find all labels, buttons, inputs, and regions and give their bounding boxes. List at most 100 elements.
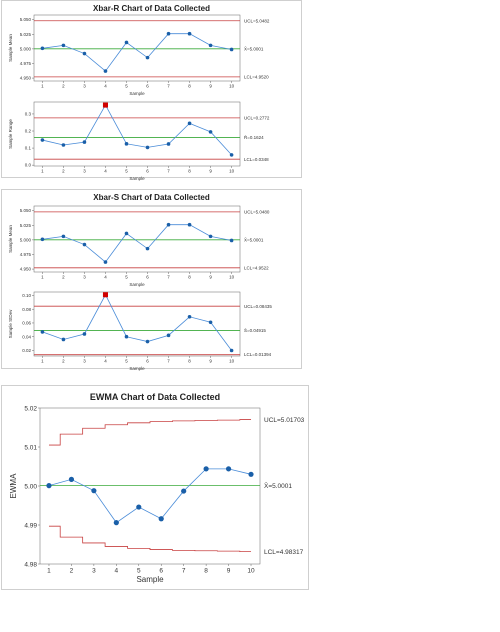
- x-tick-label: 8: [188, 275, 191, 280]
- ucl-label: UCL=5.0482: [244, 18, 270, 23]
- x-tick-label: 2: [62, 275, 65, 280]
- data-point: [61, 143, 66, 147]
- data-point: [103, 260, 108, 264]
- y-tick-label: 0.08: [22, 307, 31, 312]
- data-point: [124, 334, 129, 339]
- x-tick-label: 10: [229, 169, 235, 174]
- x-tick-label: 7: [167, 275, 170, 280]
- ucl-label: UCL=0.2772: [244, 115, 270, 120]
- plot-area-frame: [33, 205, 241, 273]
- x-tick-label: 2: [62, 359, 65, 364]
- xbar-r-chart-svg: 5.050 5.025 5.000 4.975 4.950 1 2 3 4 5 6 7 8 9 10 Samp…: [8, 14, 270, 181]
- data-point: [145, 339, 150, 344]
- data-point: [82, 51, 87, 56]
- ewma-chart-title: EWMA Chart of Data Collected: [89, 392, 221, 402]
- data-point: [136, 504, 142, 510]
- x-tick-label: 6: [146, 359, 149, 364]
- data-point: [229, 47, 234, 52]
- center-label: X̄=5.0001: [244, 46, 264, 52]
- lcl-label: LCL=0.0348: [244, 157, 269, 162]
- lcl-label: LCL=4.9520: [244, 74, 269, 79]
- x-axis-label: Sample: [136, 575, 164, 584]
- data-point: [124, 142, 129, 146]
- x-tick-label: 6: [146, 169, 149, 174]
- lcl-label: LCL=4.98317: [264, 549, 304, 556]
- y-tick-label: 4.98: [24, 561, 37, 568]
- chart-xr-mean: 5.050 5.025 5.000 4.975 4.950 1 2 3 4 5 6 7 8 9 10 Samp…: [8, 14, 270, 96]
- y-tick-label: 0.1: [25, 146, 32, 151]
- y-tick-label: 5.01: [24, 444, 37, 451]
- x-tick-label: 4: [104, 275, 107, 280]
- y-tick-label: 0.0: [25, 163, 32, 168]
- plot-area-frame: [33, 14, 241, 82]
- data-series-line: [42, 224, 232, 263]
- y-tick-label: 5.02: [24, 405, 37, 412]
- x-axis-label: Sample: [129, 91, 145, 96]
- x-tick-label: 5: [125, 275, 128, 280]
- y-tick-label: 0.02: [22, 348, 31, 353]
- x-tick-label: 8: [188, 359, 191, 364]
- x-tick-label: 1: [47, 568, 51, 575]
- data-point: [145, 145, 150, 150]
- plot-area-frame: [33, 101, 241, 167]
- y-tick-label: 5.050: [20, 208, 32, 213]
- data-point: [91, 488, 97, 494]
- data-point: [103, 69, 108, 73]
- data-point: [145, 55, 150, 60]
- x-tick-label: 8: [188, 169, 191, 174]
- data-point: [187, 31, 192, 36]
- ucl-label: UCL=5.0480: [244, 209, 270, 214]
- x-tick-label: 3: [83, 275, 86, 280]
- data-point: [40, 237, 45, 242]
- data-point: [82, 140, 87, 144]
- data-point: [61, 337, 66, 342]
- ucl-label: UCL=5.01703: [264, 417, 305, 424]
- center-label: S̄=0.04915: [244, 327, 266, 333]
- data-point: [229, 153, 234, 157]
- x-tick-label: 2: [62, 84, 65, 89]
- out-of-control-point: [102, 292, 108, 298]
- y-tick-label: 5.000: [20, 46, 32, 51]
- y-tick-label: 5.050: [20, 17, 32, 22]
- x-tick-label: 2: [70, 568, 74, 575]
- plot-area-frame: [33, 291, 241, 357]
- ucl-line: [48, 419, 252, 446]
- data-point: [208, 320, 213, 325]
- x-tick-label: 7: [182, 568, 186, 575]
- data-point: [145, 246, 150, 251]
- x-tick-label: 6: [146, 84, 149, 89]
- x-tick-label: 7: [167, 84, 170, 89]
- y-tick-label: 4.99: [24, 522, 37, 529]
- x-tick-label: 6: [159, 568, 163, 575]
- data-point: [113, 520, 119, 526]
- x-tick-label: 8: [204, 568, 208, 575]
- lcl-label: LCL=0.01394: [244, 352, 272, 357]
- data-point: [82, 242, 87, 247]
- x-tick-label: 10: [247, 568, 255, 575]
- y-axis-label: Sample Mean: [8, 225, 13, 253]
- x-tick-label: 5: [125, 169, 128, 174]
- data-point: [124, 231, 129, 236]
- data-point: [229, 348, 234, 353]
- x-tick-label: 4: [104, 359, 107, 364]
- data-point: [82, 332, 87, 336]
- data-point: [40, 46, 45, 51]
- data-point: [40, 138, 45, 142]
- data-point: [166, 142, 171, 146]
- data-point: [40, 330, 45, 334]
- data-series-line: [48, 468, 252, 524]
- x-tick-label: 5: [137, 568, 141, 575]
- xbar-s-chart-panel: Xbar-S Chart of Data Collected 5.050 5.02…: [1, 189, 302, 371]
- data-point: [229, 238, 234, 243]
- data-point: [187, 121, 192, 126]
- x-tick-label: 3: [83, 84, 86, 89]
- xbar-r-chart-title: Xbar-R Chart of Data Collected: [93, 4, 210, 13]
- x-tick-label: 5: [125, 84, 128, 89]
- data-point: [124, 40, 129, 45]
- center-label: R̄=0.1624: [244, 134, 264, 140]
- x-tick-label: 4: [115, 568, 119, 575]
- data-point: [208, 43, 213, 48]
- data-point: [68, 476, 75, 482]
- xbar-s-chart-svg: 5.050 5.025 5.000 4.975 4.950 1 2 3 4 5 6 7 8 9 10 Samp…: [8, 205, 272, 371]
- x-tick-label: 2: [62, 169, 65, 174]
